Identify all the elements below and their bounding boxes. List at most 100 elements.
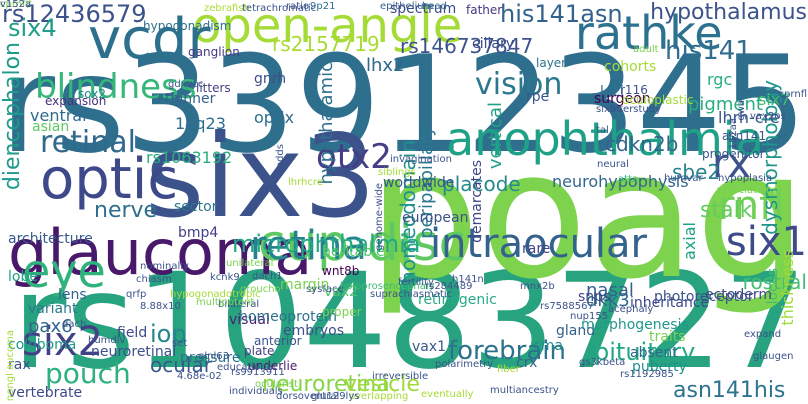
word-185: educational — [217, 362, 276, 373]
word-18: intraocular — [430, 221, 647, 267]
word-170: rs7588567 — [540, 301, 594, 312]
word-191: nongl aucoma — [5, 330, 16, 402]
word-93: sox2 — [78, 87, 106, 101]
word-189: dach — [62, 319, 87, 330]
word-169: acephaly — [608, 304, 654, 315]
word-146: nominally — [140, 261, 189, 272]
word-34: his141 — [665, 36, 752, 66]
word-86: vertebrate — [8, 385, 83, 401]
word-188: humdiv — [88, 335, 126, 346]
word-35: hypothalamus — [650, 0, 807, 25]
word-139: progenitor — [702, 147, 765, 161]
word-148: qrfp — [126, 289, 147, 300]
word-37: nerve — [94, 198, 158, 223]
word-163: holoprosencephaly — [340, 281, 435, 292]
word-179: irreversible — [372, 371, 429, 382]
word-109: inheritance — [630, 295, 710, 311]
word-97: anterior — [254, 334, 302, 348]
word-7: vcdr — [88, 7, 211, 72]
word-114: traits — [649, 329, 686, 345]
word-63: thickness — [778, 250, 797, 326]
word-42: stalk — [700, 198, 753, 223]
word-44: pigment — [688, 94, 763, 115]
word-187: rs9913911 — [231, 367, 285, 378]
word-59: lhrh-cre — [718, 108, 780, 127]
word-129: r116 — [620, 83, 648, 97]
word-11: optic — [40, 147, 179, 212]
word-69: crx — [516, 355, 538, 371]
word-132: interstudy — [610, 104, 662, 115]
word-3: six3 — [145, 110, 377, 243]
word-182: dorsoventral — [276, 391, 340, 402]
word-140: hypoplasia — [718, 173, 773, 184]
word-127: tetrachromatic — [242, 3, 317, 14]
word-110: morphogenesis — [581, 317, 689, 333]
word-85: pressure — [180, 350, 241, 366]
word-105: worldwide — [383, 175, 455, 191]
word-128: adult — [633, 44, 659, 55]
word-92: litters — [196, 81, 231, 95]
word-192: set — [172, 338, 188, 349]
word-82: ciliary — [472, 36, 514, 52]
word-156: dach1 — [252, 271, 283, 282]
word-159: odds — [275, 144, 286, 169]
word-124: ratio — [286, 1, 310, 12]
word-8: cup-disc — [258, 214, 467, 272]
word-113: puberty — [632, 359, 687, 375]
word-99: underlie — [248, 359, 298, 373]
word-32: rs146737847 — [400, 34, 534, 58]
word-166: rs284489 — [425, 281, 473, 292]
word-161: invagination — [390, 154, 452, 165]
word-28: asn141his — [673, 378, 786, 403]
word-50: rostral — [742, 270, 807, 294]
word-111: photoreceptor — [654, 289, 754, 305]
word-75: bmp4 — [178, 225, 219, 241]
word-10: retina — [250, 223, 367, 269]
word-91: gnrh — [254, 71, 287, 87]
word-194: cprnfit — [0, 0, 33, 10]
word-31: rs2157719 — [272, 32, 380, 56]
word-98: plate — [244, 344, 275, 358]
word-165: fertility — [398, 277, 434, 288]
word-107: demarcates — [469, 160, 485, 243]
word-25: pituitary — [594, 338, 696, 366]
word-6: rathke — [575, 6, 723, 60]
word-70: vax1 — [412, 339, 447, 355]
word-21: retinal — [40, 125, 136, 160]
word-73: neuroretinal — [91, 344, 177, 360]
word-19: blindness — [35, 67, 197, 107]
word-56: lhx2 — [366, 55, 405, 76]
word-47: placode — [442, 172, 521, 196]
word-174: expand — [744, 329, 782, 340]
word-84: rax — [8, 357, 31, 373]
word-100: proper — [322, 305, 362, 319]
word-58: hypothalamic — [316, 62, 337, 185]
word-162: siblings — [378, 167, 416, 178]
word-61: loci — [600, 84, 625, 100]
word-125: epithelium — [380, 1, 434, 12]
word-145: gdxvcc — [168, 79, 204, 90]
word-43: sbe2 — [672, 160, 721, 184]
word-134: tal — [596, 125, 609, 136]
word-64: axial — [680, 222, 699, 260]
word-118: rare — [522, 241, 551, 257]
word-121: spectrum — [390, 1, 457, 17]
word-186: 4.68e-02 — [177, 371, 222, 382]
word-72: field — [117, 325, 148, 341]
word-181: glu129lys — [311, 391, 360, 402]
word-126: zebrafish — [204, 3, 250, 14]
word-49: ocular — [150, 353, 212, 377]
word-40: diencephalon — [0, 42, 25, 191]
word-48: cdkn2b — [605, 132, 679, 156]
word-23: otx2 — [316, 137, 392, 177]
word-71: gland — [556, 323, 596, 339]
word-167: h141n — [452, 274, 484, 285]
word-55: pax6 — [28, 316, 73, 337]
word-116: ectoderm — [705, 287, 773, 303]
word-157: groucho — [240, 284, 281, 295]
word-30: rs12436579 — [2, 0, 147, 28]
word-66: ventral — [30, 106, 87, 125]
word-67: expansion — [45, 94, 107, 108]
word-122: head — [422, 1, 447, 12]
